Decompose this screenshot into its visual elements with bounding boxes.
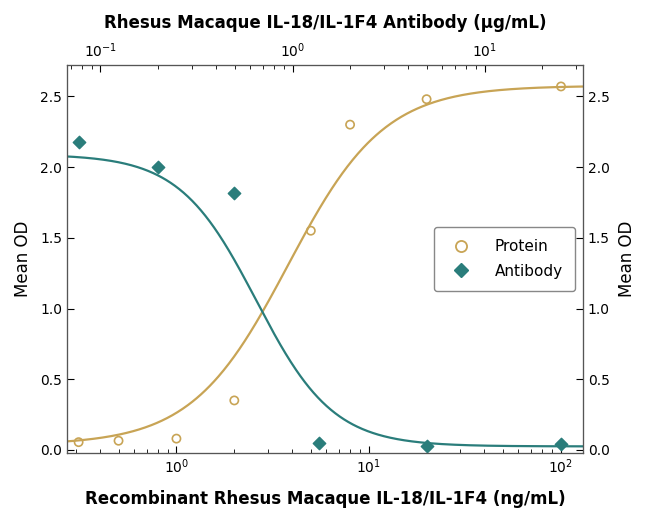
- Point: [113, 436, 124, 445]
- Point: [345, 121, 356, 129]
- Legend: Protein, Antibody: Protein, Antibody: [434, 227, 575, 291]
- Point: [73, 438, 84, 446]
- Point: [73, 137, 84, 146]
- X-axis label: Rhesus Macaque IL-18/IL-1F4 Antibody (μg/mL): Rhesus Macaque IL-18/IL-1F4 Antibody (μg…: [104, 14, 546, 32]
- Point: [556, 82, 566, 91]
- Point: [556, 440, 566, 448]
- Y-axis label: Mean OD: Mean OD: [14, 221, 32, 297]
- Point: [229, 188, 239, 197]
- Point: [171, 434, 181, 443]
- Point: [421, 95, 432, 103]
- Y-axis label: Mean OD: Mean OD: [618, 221, 636, 297]
- X-axis label: Recombinant Rhesus Macaque IL-18/IL-1F4 (ng/mL): Recombinant Rhesus Macaque IL-18/IL-1F4 …: [84, 490, 566, 508]
- Point: [421, 442, 432, 450]
- Point: [153, 163, 163, 171]
- Point: [313, 438, 324, 447]
- Point: [229, 396, 239, 405]
- Point: [306, 227, 316, 235]
